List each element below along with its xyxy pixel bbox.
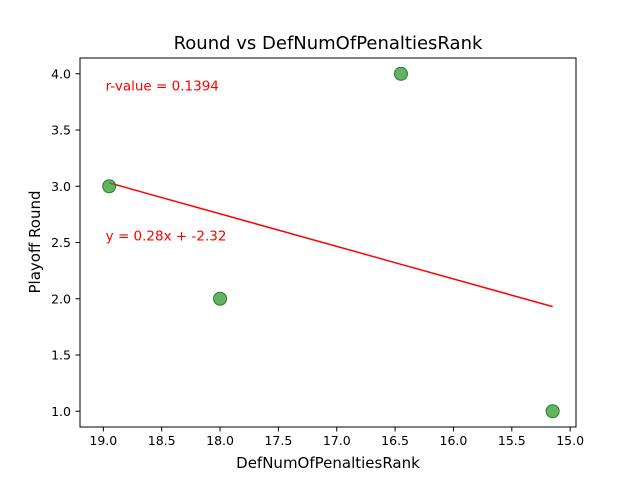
annotation-1: r-value = 0.1394 [106,79,219,95]
data-point-3 [393,66,408,81]
x-tick-label: 18.5 [148,433,176,448]
x-tick-label: 17.5 [264,433,292,448]
x-tick-label: 16.0 [440,433,468,448]
plot-area: r-value = 0.1394 y = 0.28x + -2.32 19.0 18.… [51,57,584,448]
y-tick-label: 2.0 [51,291,71,306]
x-tick-label: 16.5 [381,433,409,448]
x-tick-label: 19.0 [89,433,117,448]
data-point-1 [102,179,117,194]
y-tick-label: 1.0 [51,404,71,419]
y-axis-label: Playoff Round [26,190,44,293]
data-point-4 [545,404,560,419]
x-tick-label: 17.0 [323,433,351,448]
x-tick-label: 18.0 [206,433,234,448]
chart-title: Round vs DefNumOfPenaltiesRank [174,33,483,54]
y-tick-label: 3.5 [51,123,71,138]
y-tick-label: 1.5 [51,348,71,363]
y-tick-label: 2.5 [51,235,71,250]
x-tick-label: 15.5 [498,433,526,448]
x-axis-label: DefNumOfPenaltiesRank [236,454,420,472]
regression-line [108,182,553,308]
x-tick-label: 15.0 [556,433,584,448]
data-point-2 [213,291,228,306]
annotation-2: y = 0.28x + -2.32 [106,228,227,244]
y-tick-label: 3.0 [51,179,71,194]
y-tick-label: 4.0 [51,66,71,81]
